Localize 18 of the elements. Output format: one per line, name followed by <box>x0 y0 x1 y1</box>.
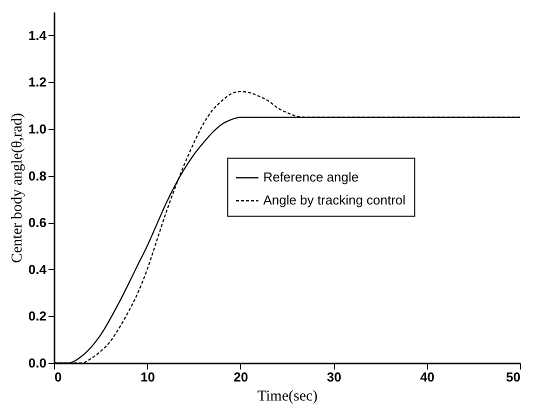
legend-label: Reference angle <box>263 170 359 185</box>
y-tick-label: 0.2 <box>28 308 46 324</box>
y-tick-label: 0.4 <box>28 262 48 277</box>
legend-label: Angle by tracking control <box>263 192 406 208</box>
x-tick-label: 30 <box>326 370 342 384</box>
y-tick-label: 0.6 <box>28 215 46 230</box>
x-tick-label: 20 <box>234 370 248 384</box>
x-axis-title: Time(sec) <box>257 388 318 404</box>
y-tick-label: 1.2 <box>28 74 46 90</box>
x-tick-label: 0 <box>54 370 62 384</box>
x-tick-label: 10 <box>140 370 155 384</box>
y-tick-label: 0.0 <box>28 356 46 370</box>
x-tick-label: 40 <box>420 370 435 384</box>
x-tick-label: 50 <box>506 370 520 384</box>
y-tick-label: 1.0 <box>28 122 46 136</box>
y-tick-label: 1.4 <box>28 28 48 43</box>
y-tick-label: 0.8 <box>28 168 46 184</box>
y-axis-title: Center body angle(θ,rad) <box>9 112 26 264</box>
